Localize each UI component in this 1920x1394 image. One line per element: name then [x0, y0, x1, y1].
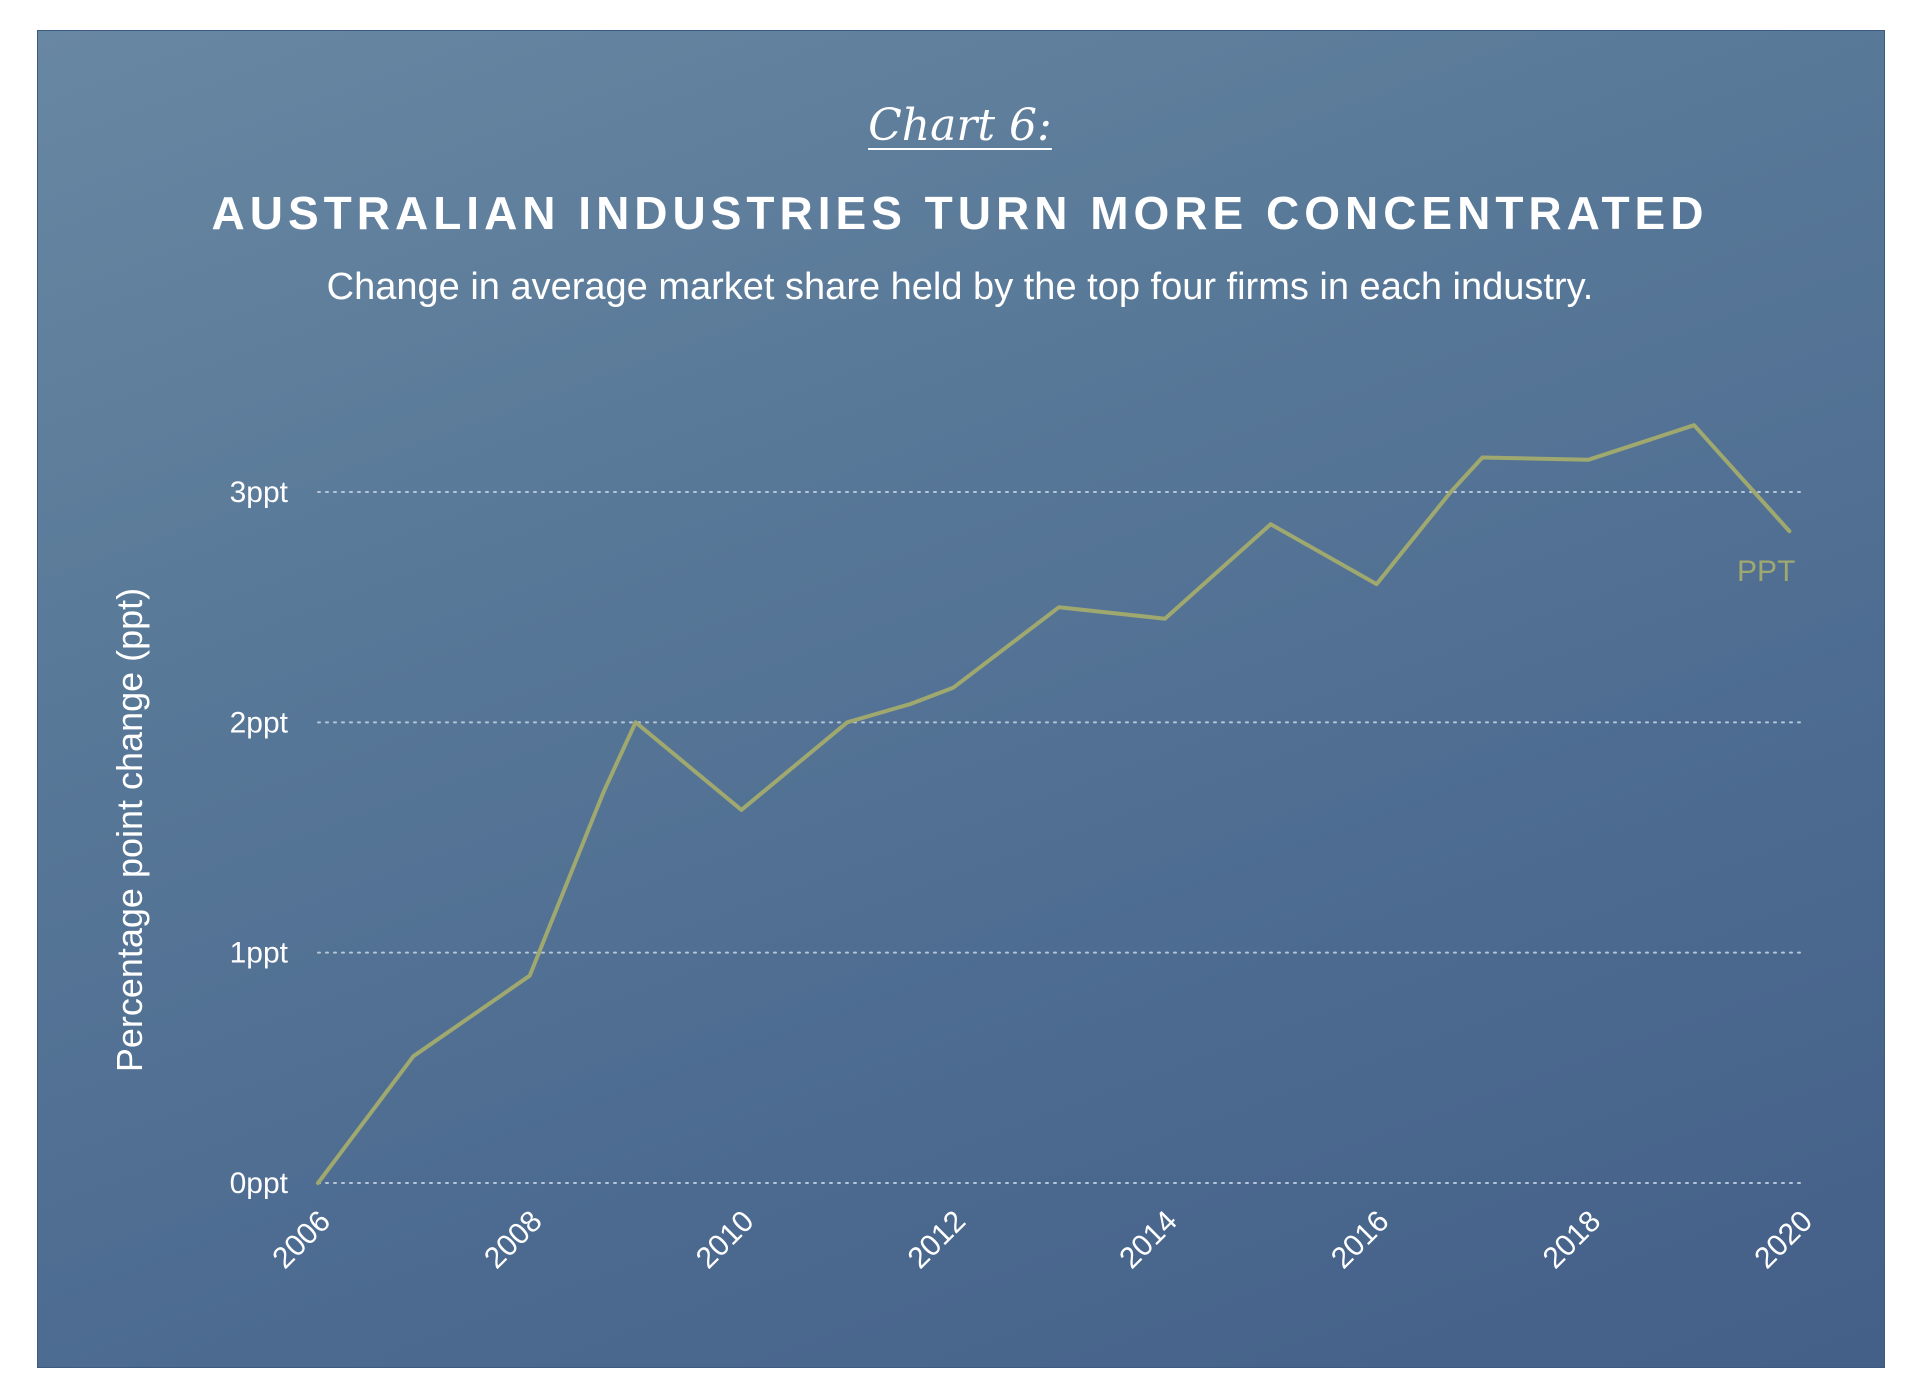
series-line-0: [316, 423, 1792, 1185]
grid-lines: [317, 491, 1801, 1184]
x-tick-label: 2018: [1537, 1205, 1608, 1276]
chart-title: AUSTRALIAN INDUSTRIES TURN MORE CONCENTR…: [211, 187, 1709, 239]
chart-subtitle: Change in average market share held by t…: [326, 266, 1594, 308]
x-tick-label: 2008: [478, 1205, 549, 1276]
x-tick-label: 2020: [1748, 1205, 1819, 1276]
x-tick-label: 2006: [266, 1205, 337, 1276]
y-tick-label: 0ppt: [230, 1167, 289, 1200]
x-tick-label: 2014: [1113, 1205, 1184, 1276]
x-tick-labels: 2006 2008 2010 2012 2014 2016 2018 2020: [266, 1205, 1819, 1276]
y-tick-labels: 0ppt 1ppt 2ppt 3ppt: [230, 476, 289, 1200]
y-axis-label: Percentage point change (ppt): [109, 588, 150, 1072]
chart-kicker: Chart 6:: [868, 100, 1052, 151]
x-tick-label: 2010: [690, 1205, 761, 1276]
x-tick-label: 2016: [1325, 1205, 1396, 1276]
y-tick-label: 1ppt: [230, 937, 289, 970]
x-tick-label: 2012: [902, 1205, 973, 1276]
y-tick-label: 2ppt: [230, 706, 289, 739]
y-tick-label: 3ppt: [230, 476, 289, 509]
series-group: PPT: [316, 423, 1795, 1185]
series-label: PPT: [1737, 555, 1795, 588]
